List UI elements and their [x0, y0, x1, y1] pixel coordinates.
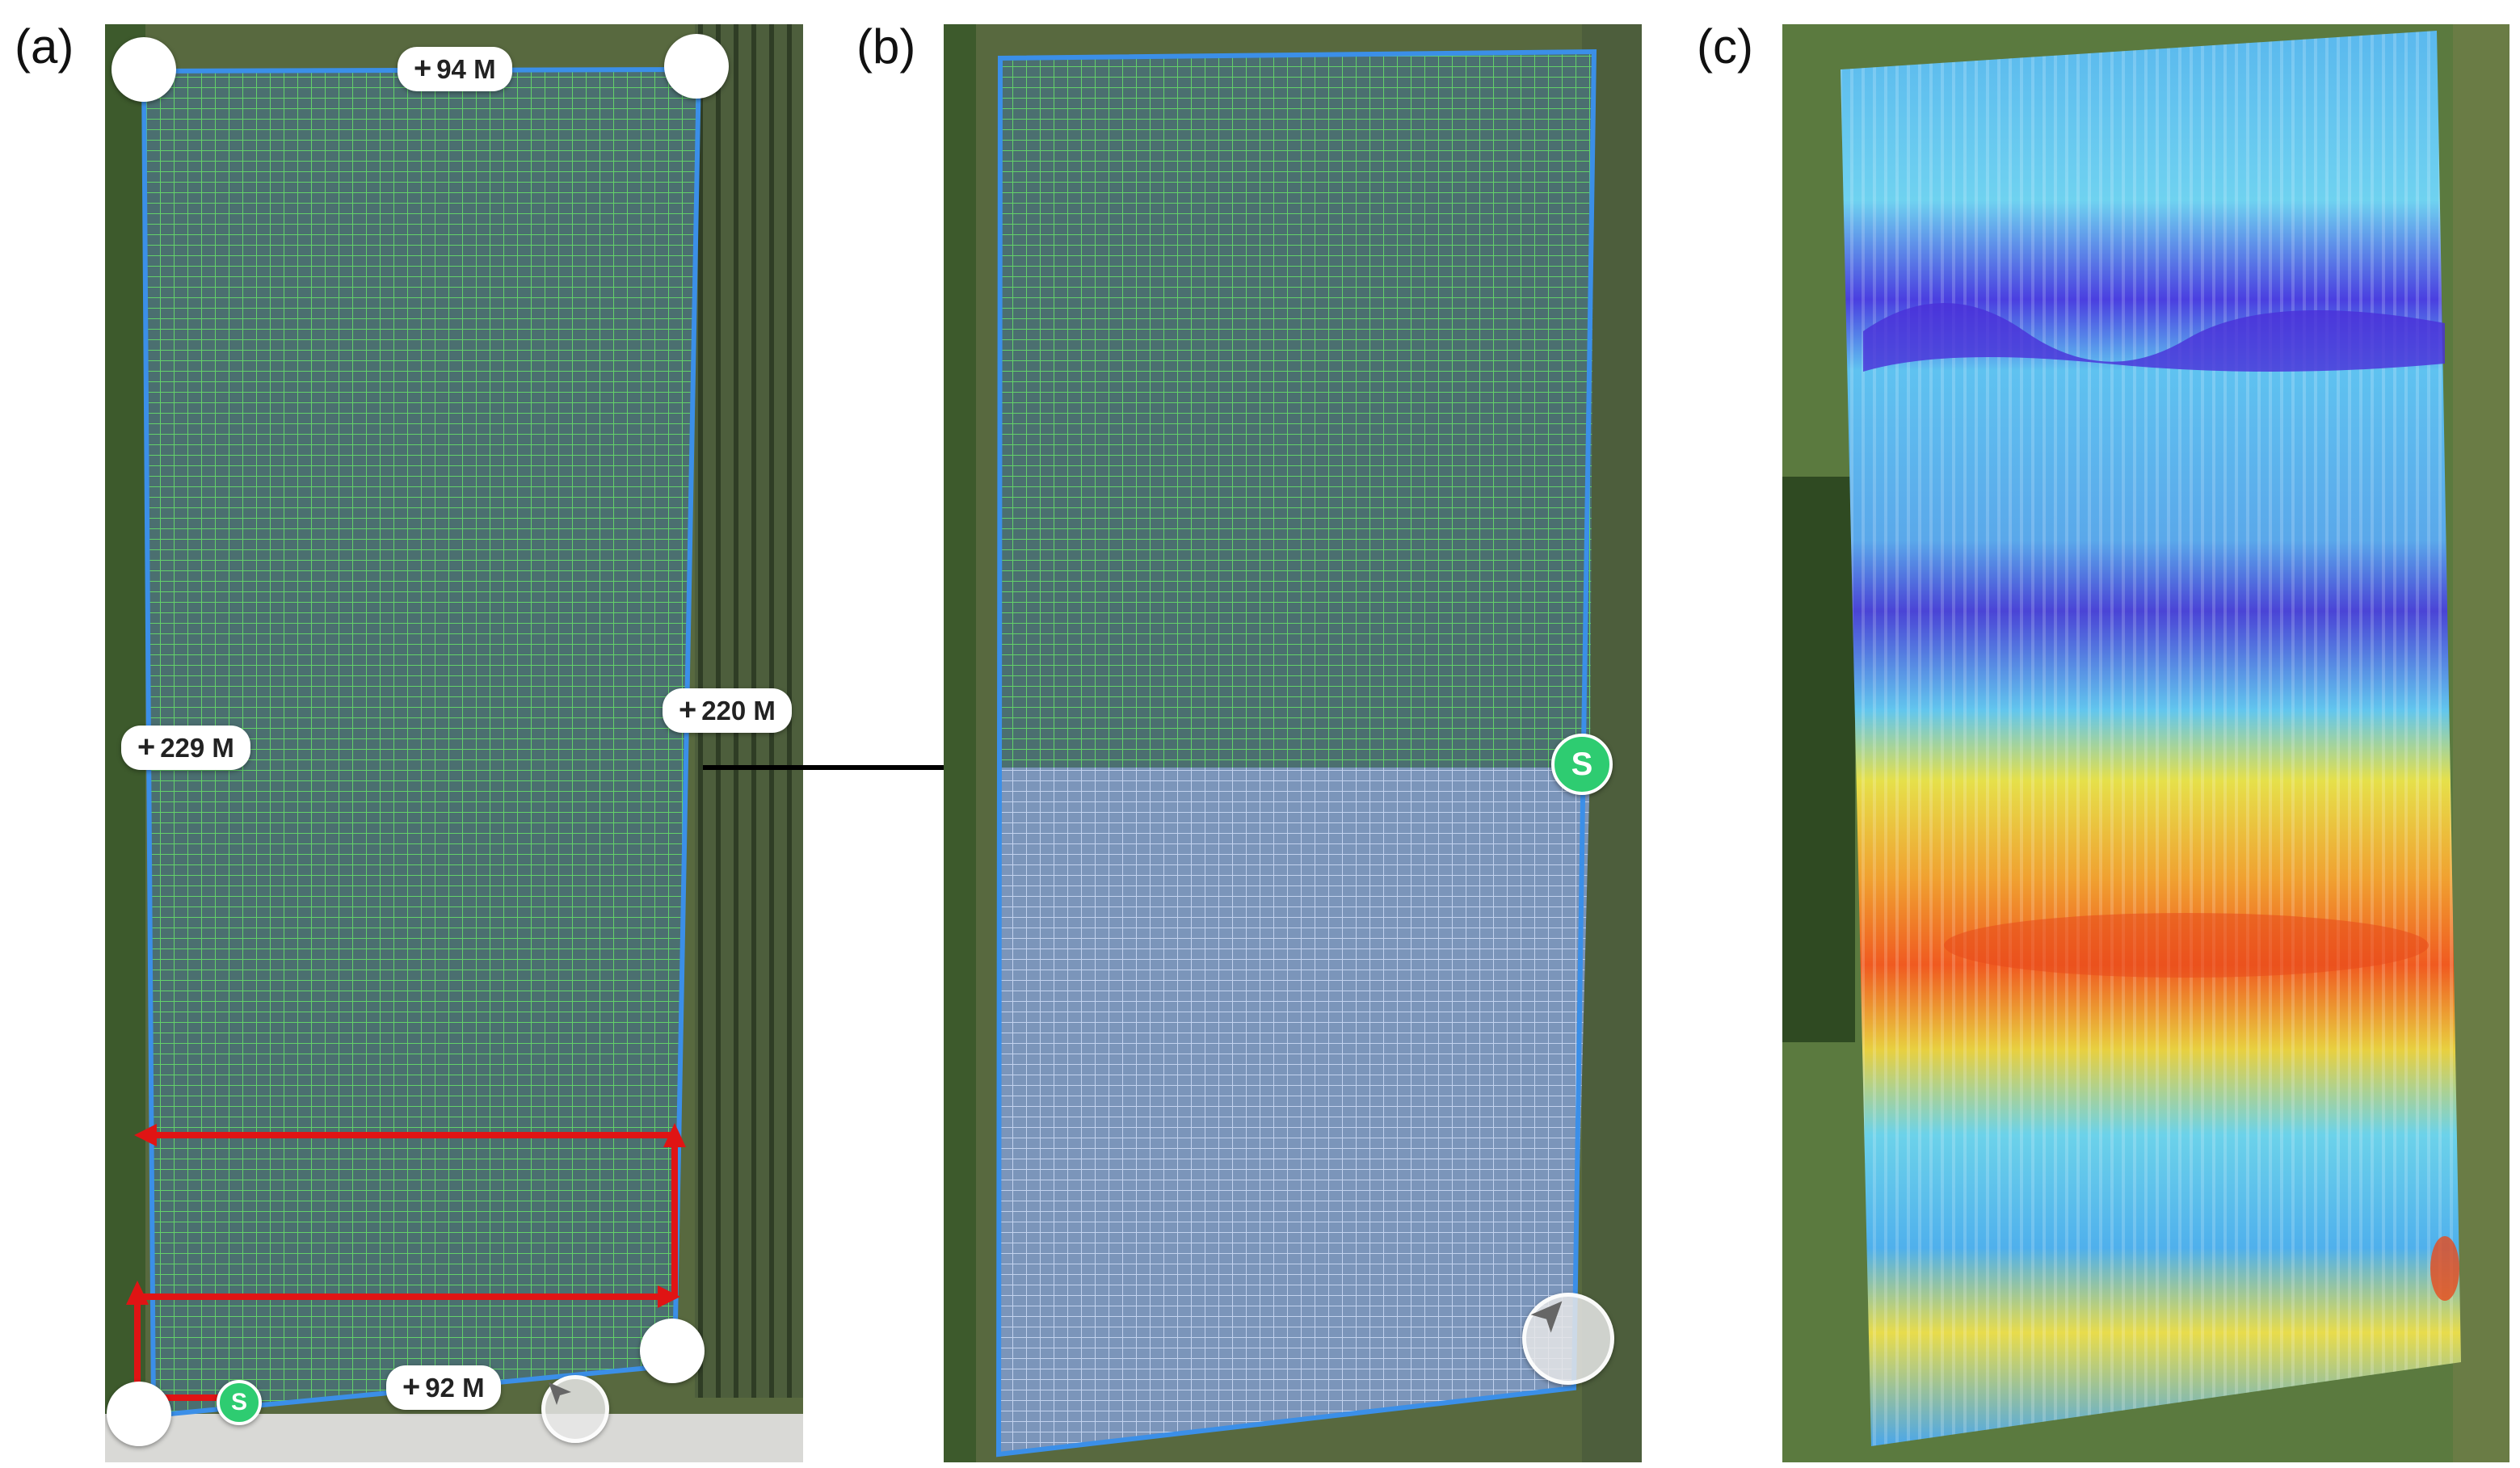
panel-b-map: S — [944, 24, 1642, 1462]
plus-icon: + — [137, 730, 156, 764]
panel-c-map — [1782, 24, 2509, 1462]
dimension-bottom[interactable]: + 92 M — [386, 1365, 501, 1410]
survey-grid — [144, 69, 699, 1415]
dimension-left-value: 229 M — [160, 732, 234, 763]
survey-grid-covered — [999, 768, 1590, 1454]
navigation-arrow-icon — [1530, 1301, 1563, 1333]
corner-handle-icon[interactable] — [664, 34, 729, 99]
arrowhead — [658, 1285, 680, 1308]
field-edge — [2453, 24, 2509, 1462]
plus-icon: + — [679, 693, 697, 727]
start-marker[interactable]: S — [217, 1380, 262, 1425]
hotspot — [2430, 1236, 2459, 1301]
panel-c-label: (c) — [1697, 19, 1753, 74]
panel-a-canvas — [105, 24, 803, 1462]
dimension-bottom-value: 92 M — [425, 1372, 485, 1403]
navigation-arrow-icon — [549, 1382, 571, 1405]
low-vigor-band — [1863, 303, 2445, 372]
survey-boundary — [995, 48, 1597, 1457]
arrowhead — [134, 1124, 157, 1146]
road — [105, 1414, 803, 1462]
navigate-button[interactable] — [541, 1375, 609, 1443]
panel-b-label: (b) — [856, 19, 916, 74]
panel-c-canvas — [1782, 24, 2509, 1462]
arrowhead — [663, 1123, 686, 1147]
high-vigor-band — [1944, 913, 2429, 978]
heatmap-row-texture — [1841, 31, 2461, 1446]
navigate-button[interactable] — [1522, 1293, 1614, 1385]
survey-grid-pending — [1000, 52, 1594, 768]
panel-a-map: + 94 M + 229 M + 220 M + 92 M S — [105, 24, 803, 1462]
corner-handle-icon[interactable] — [640, 1319, 705, 1383]
dimension-left[interactable]: + 229 M — [121, 726, 250, 770]
arrowhead — [126, 1281, 149, 1305]
tree-cluster — [1782, 477, 1855, 1042]
dimension-top[interactable]: + 94 M — [398, 47, 512, 91]
panel-b-canvas — [944, 24, 1642, 1462]
dimension-top-value: 94 M — [436, 53, 496, 84]
corner-handle-icon[interactable] — [107, 1382, 171, 1446]
tree-line — [944, 24, 976, 1462]
plus-icon: + — [414, 52, 432, 86]
start-marker[interactable]: S — [1551, 734, 1613, 795]
panel-a-label: (a) — [15, 19, 74, 74]
corner-handle-icon[interactable] — [111, 37, 176, 102]
plus-icon: + — [402, 1370, 421, 1404]
dimension-right-value: 220 M — [701, 695, 776, 726]
dimension-right[interactable]: + 220 M — [663, 688, 792, 733]
